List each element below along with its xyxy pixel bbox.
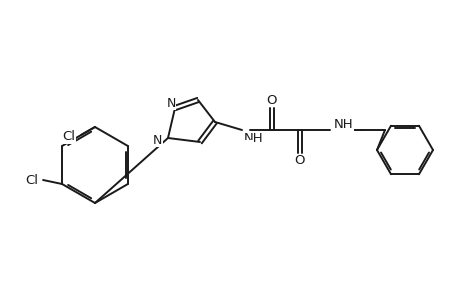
Text: NH: NH (333, 118, 353, 131)
Text: N: N (166, 97, 175, 110)
Text: NH: NH (243, 131, 263, 145)
Text: O: O (266, 94, 277, 106)
Text: N: N (152, 134, 162, 146)
Text: H: H (243, 141, 252, 151)
Text: O: O (294, 154, 305, 167)
Text: Cl: Cl (26, 173, 39, 187)
Text: Cl: Cl (62, 130, 75, 143)
